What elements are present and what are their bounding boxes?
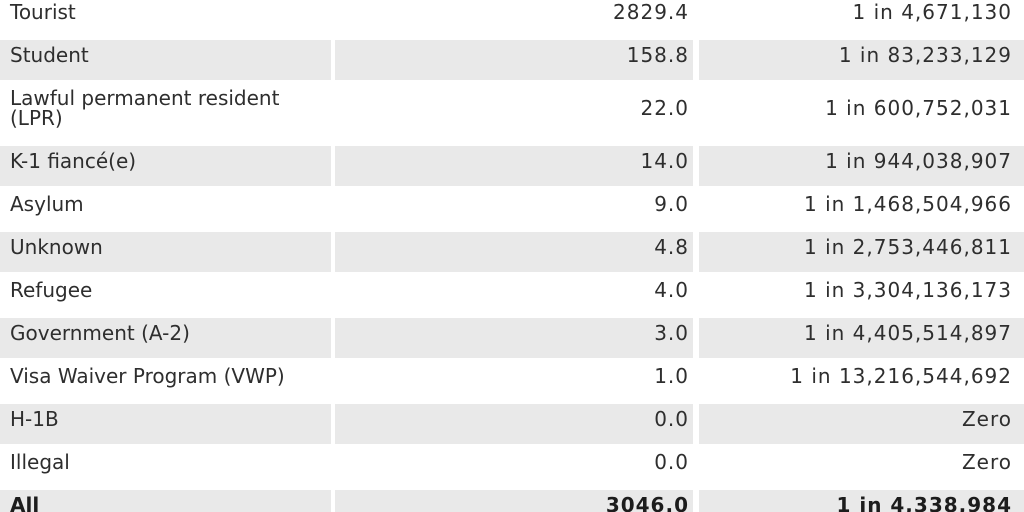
table-row: H-1B 0.0 Zero [0,404,1024,444]
table-row: Government (A-2) 3.0 1 in 4,405,514,897 [0,318,1024,358]
odds-cell: Zero [693,447,1024,487]
value-cell: 2829.4 [331,0,693,37]
category-cell: H-1B [10,407,59,431]
table-row: Illegal 0.0 Zero [0,447,1024,487]
category-cell: Lawful permanent resident (LPR) [10,86,280,130]
odds-cell: 1 in 4,405,514,897 [693,318,1024,358]
odds-cell: 1 in 3,304,136,173 [693,275,1024,315]
value-cell: 4.0 [331,275,693,315]
category-cell: Tourist [10,0,76,24]
value-cell: 3046.0 [331,490,693,512]
value-cell: 0.0 [331,447,693,487]
table-row: Visa Waiver Program (VWP) 1.0 1 in 13,21… [0,361,1024,401]
odds-cell: 1 in 4,671,130 [693,0,1024,37]
value-cell: 22.0 [331,83,693,143]
table-row: Lawful permanent resident (LPR) 22.0 1 i… [0,83,1024,143]
value-cell: 158.8 [331,40,693,80]
category-cell: Illegal [10,450,70,474]
table-row: Asylum 9.0 1 in 1,468,504,966 [0,189,1024,229]
category-cell: Unknown [10,235,103,259]
category-cell: All [10,493,40,512]
table-row: Student 158.8 1 in 83,233,129 [0,40,1024,80]
odds-cell: 1 in 600,752,031 [693,83,1024,143]
odds-cell: 1 in 2,753,446,811 [693,232,1024,272]
table-row: K-1 fiancé(e) 14.0 1 in 944,038,907 [0,146,1024,186]
value-cell: 4.8 [331,232,693,272]
odds-cell: Zero [693,404,1024,444]
odds-cell: 1 in 4,338,984 [693,490,1024,512]
category-cell: Visa Waiver Program (VWP) [10,364,285,388]
value-cell: 0.0 [331,404,693,444]
category-cell: Refugee [10,278,93,302]
table-row-total: All 3046.0 1 in 4,338,984 [0,490,1024,512]
value-cell: 9.0 [331,189,693,229]
table-row: Refugee 4.0 1 in 3,304,136,173 [0,275,1024,315]
table-row: Tourist 2829.4 1 in 4,671,130 [0,0,1024,37]
category-cell: Student [10,43,89,67]
odds-cell: 1 in 83,233,129 [693,40,1024,80]
category-cell: Asylum [10,192,84,216]
value-cell: 14.0 [331,146,693,186]
table-row: Unknown 4.8 1 in 2,753,446,811 [0,232,1024,272]
odds-cell: 1 in 944,038,907 [693,146,1024,186]
value-cell: 1.0 [331,361,693,401]
value-cell: 3.0 [331,318,693,358]
odds-cell: 1 in 1,468,504,966 [693,189,1024,229]
category-cell: Government (A-2) [10,321,190,345]
odds-cell: 1 in 13,216,544,692 [693,361,1024,401]
category-cell: K-1 fiancé(e) [10,149,137,173]
